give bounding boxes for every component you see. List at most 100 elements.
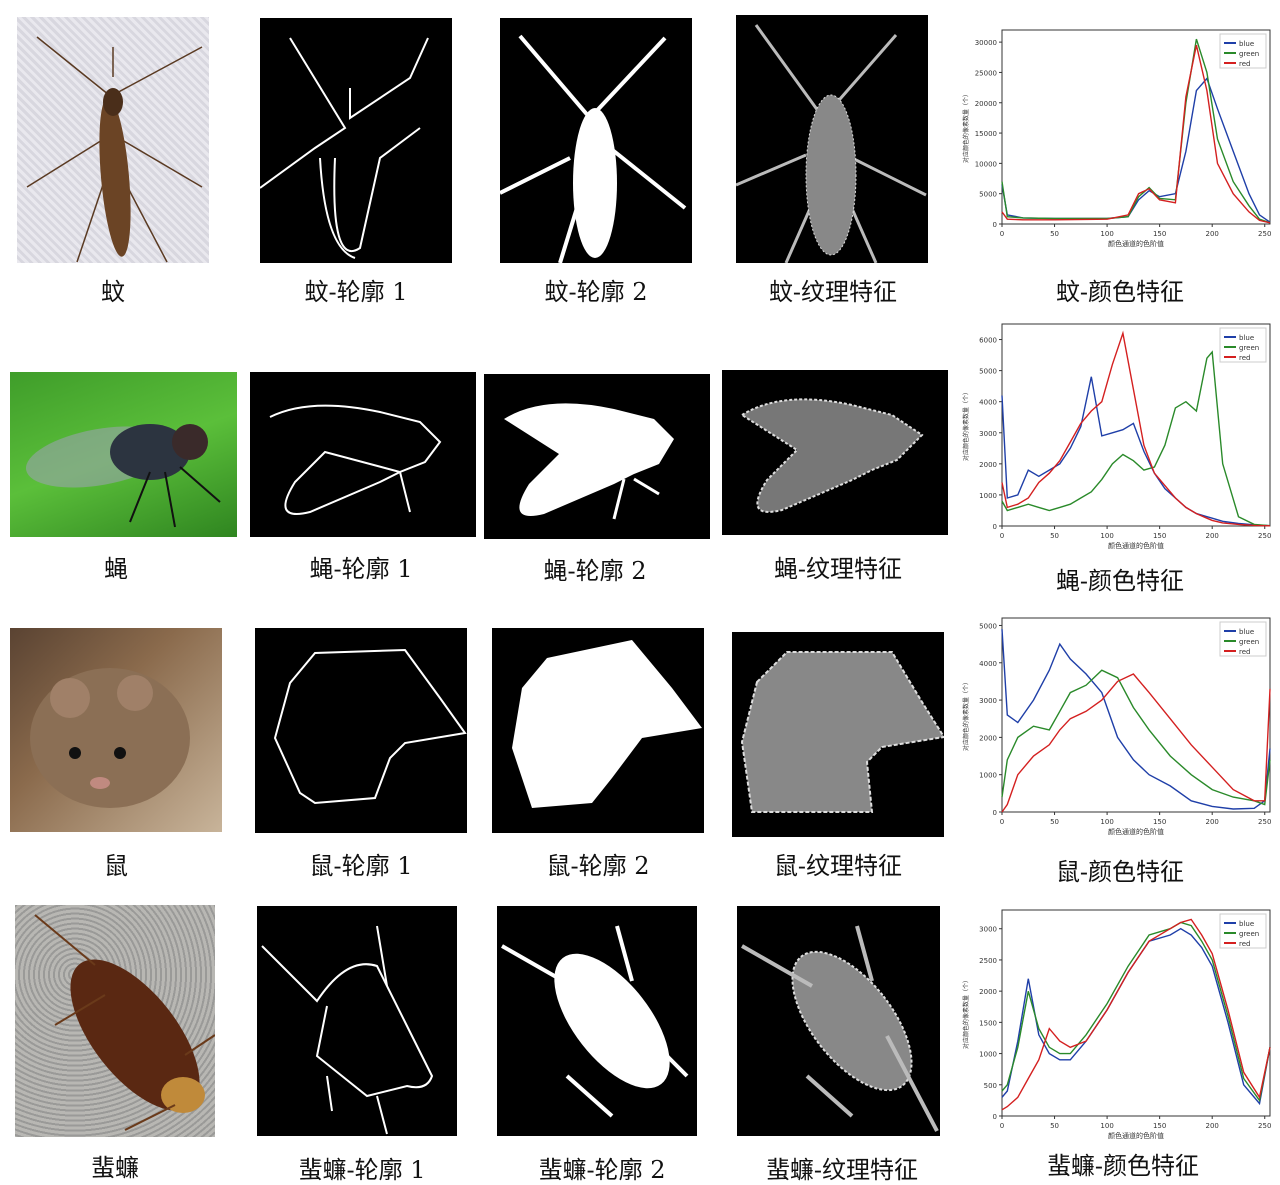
mosquito-color-histogram: 0 5000 10000 15000 20000 25000 30000 0 50 100 150 2… bbox=[960, 22, 1278, 250]
y-tick-label: 1000 bbox=[979, 772, 997, 780]
series-line-red bbox=[1001, 45, 1271, 224]
plot-frame bbox=[1001, 617, 1271, 813]
legend-label-green: green bbox=[1239, 344, 1259, 352]
y-tick-label: 15000 bbox=[975, 130, 997, 138]
y-axis-label: 对应颜色的像素数量（个） bbox=[962, 91, 970, 163]
legend-label-red: red bbox=[1239, 354, 1250, 362]
caption-mouse-color: 鼠-颜色特征 bbox=[1055, 858, 1185, 886]
x-tick-label: 100 bbox=[1100, 532, 1113, 540]
y-tick-label: 1000 bbox=[979, 492, 997, 500]
x-tick-label: 50 bbox=[1050, 818, 1059, 826]
caption-mouse-texture: 鼠-纹理特征 bbox=[773, 852, 903, 880]
y-axis-label: 对应颜色的像素数量（个） bbox=[962, 679, 970, 751]
legend-label-red: red bbox=[1239, 648, 1250, 656]
y-tick-label: 20000 bbox=[975, 100, 997, 108]
y-tick-label: 2000 bbox=[979, 734, 997, 742]
y-tick-label: 5000 bbox=[979, 622, 997, 630]
series-line-green bbox=[1001, 921, 1271, 1103]
y-tick-label: 3000 bbox=[979, 697, 997, 705]
series-line-green bbox=[1001, 669, 1271, 806]
y-tick-label: 2000 bbox=[979, 461, 997, 469]
cockroach-color-histogram: 0 500 1000 1500 2000 2500 3000 0 50 100 150 200 250 颜… bbox=[960, 902, 1278, 1142]
y-tick-label: 1500 bbox=[979, 1019, 997, 1027]
y-tick-label: 5000 bbox=[979, 368, 997, 376]
x-tick-label: 100 bbox=[1100, 230, 1113, 238]
caption-fly-contour-2: 蝇-轮廓 2 bbox=[543, 557, 647, 585]
y-tick-label: 2500 bbox=[979, 957, 997, 965]
mouse-color-histogram: 0 1000 2000 3000 4000 5000 0 50 100 150 200 250 颜色通道… bbox=[960, 610, 1278, 838]
x-tick-label: 150 bbox=[1153, 532, 1166, 540]
caption-cockroach-contour-2: 蜚蠊-轮廓 2 bbox=[538, 1156, 666, 1184]
x-tick-label: 100 bbox=[1100, 818, 1113, 826]
series-line-red bbox=[1001, 330, 1271, 527]
legend-label-blue: blue bbox=[1239, 334, 1254, 342]
mosquito-texture bbox=[736, 15, 928, 263]
x-axis-label: 颜色通道的色阶值 bbox=[1108, 239, 1164, 248]
x-tick-label: 250 bbox=[1258, 818, 1271, 826]
caption-cockroach-texture: 蜚蠊-纹理特征 bbox=[765, 1156, 919, 1184]
fly-contour-1 bbox=[250, 372, 476, 537]
caption-mosquito-contour-2: 蚊-轮廓 2 bbox=[544, 278, 648, 306]
cockroach-contour-2 bbox=[497, 906, 697, 1136]
fly-texture bbox=[722, 370, 948, 535]
caption-cockroach-contour-1: 蜚蠊-轮廓 1 bbox=[298, 1156, 426, 1184]
mouse-contour-2 bbox=[492, 628, 704, 833]
y-tick-label: 1000 bbox=[979, 1051, 997, 1059]
caption-cockroach-color: 蜚蠊-颜色特征 bbox=[1046, 1152, 1200, 1180]
caption-fly-texture: 蝇-纹理特征 bbox=[773, 555, 903, 583]
y-tick-label: 4000 bbox=[979, 660, 997, 668]
caption-cockroach: 蜚蠊 bbox=[91, 1154, 139, 1182]
mouse-photo bbox=[10, 628, 222, 832]
series-line-red bbox=[1001, 673, 1271, 813]
x-tick-label: 150 bbox=[1153, 818, 1166, 826]
y-axis-label: 对应颜色的像素数量（个） bbox=[962, 389, 970, 461]
y-tick-label: 3000 bbox=[979, 430, 997, 438]
y-tick-label: 4000 bbox=[979, 399, 997, 407]
mosquito-contour-1 bbox=[260, 18, 452, 263]
mosquito-photo bbox=[17, 17, 209, 263]
series-line-green bbox=[1001, 38, 1271, 224]
x-axis-label: 颜色通道的色阶值 bbox=[1108, 541, 1164, 550]
x-tick-label: 200 bbox=[1206, 1122, 1219, 1130]
caption-fly-color: 蝇-颜色特征 bbox=[1055, 567, 1185, 595]
x-tick-label: 0 bbox=[1000, 532, 1004, 540]
y-tick-label: 0 bbox=[993, 809, 997, 817]
x-tick-label: 0 bbox=[1000, 1122, 1004, 1130]
legend-label-green: green bbox=[1239, 50, 1259, 58]
legend-box bbox=[1219, 913, 1267, 949]
y-axis-label: 对应颜色的像素数量（个） bbox=[962, 977, 970, 1049]
y-tick-label: 6000 bbox=[979, 337, 997, 345]
caption-mouse-contour-2: 鼠-轮廓 2 bbox=[546, 852, 650, 880]
legend-label-green: green bbox=[1239, 930, 1259, 938]
series-line-green bbox=[1001, 350, 1271, 527]
cockroach-texture bbox=[737, 906, 940, 1136]
x-tick-label: 50 bbox=[1050, 230, 1059, 238]
cockroach-photo bbox=[15, 905, 215, 1137]
legend-label-red: red bbox=[1239, 60, 1250, 68]
y-tick-label: 5000 bbox=[979, 191, 997, 199]
x-tick-label: 50 bbox=[1050, 1122, 1059, 1130]
mouse-contour-1 bbox=[255, 628, 467, 833]
plot-frame bbox=[1001, 909, 1271, 1117]
x-tick-label: 150 bbox=[1153, 1122, 1166, 1130]
cockroach-contour-1 bbox=[257, 906, 457, 1136]
caption-mosquito-color: 蚊-颜色特征 bbox=[1055, 278, 1185, 306]
y-tick-label: 0 bbox=[993, 523, 997, 531]
mouse-texture bbox=[732, 632, 944, 837]
legend-label-blue: blue bbox=[1239, 920, 1254, 928]
y-tick-label: 30000 bbox=[975, 39, 997, 47]
y-tick-label: 2000 bbox=[979, 988, 997, 996]
y-tick-label: 3000 bbox=[979, 926, 997, 934]
legend-label-red: red bbox=[1239, 940, 1250, 948]
y-tick-label: 500 bbox=[984, 1082, 997, 1090]
x-tick-label: 150 bbox=[1153, 230, 1166, 238]
mosquito-contour-2 bbox=[500, 18, 692, 263]
x-tick-label: 200 bbox=[1206, 230, 1219, 238]
fly-contour-2 bbox=[484, 374, 710, 539]
caption-fly-contour-1: 蝇-轮廓 1 bbox=[309, 555, 413, 583]
legend-box bbox=[1219, 327, 1267, 363]
plot-frame bbox=[1001, 323, 1271, 527]
caption-mosquito-texture: 蚊-纹理特征 bbox=[768, 278, 898, 306]
y-tick-label: 0 bbox=[993, 221, 997, 229]
y-tick-label: 10000 bbox=[975, 160, 997, 168]
